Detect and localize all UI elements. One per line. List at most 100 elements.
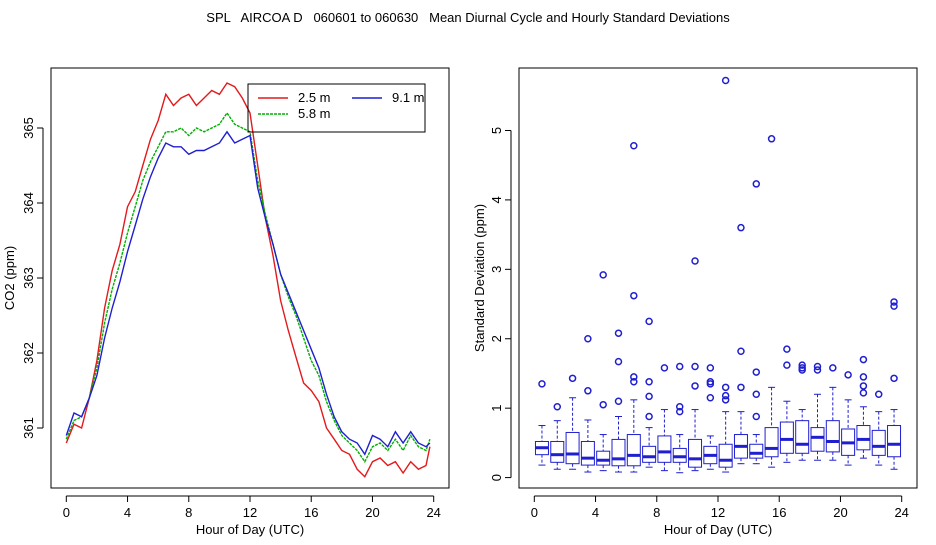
box-iqr [749, 443, 764, 459]
box-outlier [584, 334, 592, 343]
right-boxplots [534, 76, 902, 474]
boxplot [672, 362, 687, 474]
boxplot [626, 142, 641, 473]
box-outlier [721, 396, 730, 404]
right-plot-frame [518, 67, 918, 489]
box-outlier [721, 383, 730, 392]
box-outlier [706, 394, 715, 402]
box-iqr [642, 445, 657, 463]
box-iqr [887, 425, 902, 458]
box-outlier [721, 76, 730, 85]
left-x-tick-label: 8 [185, 505, 192, 520]
left-x-tick-label: 24 [426, 505, 440, 520]
box-outlier [614, 397, 623, 405]
box-outlier [783, 345, 791, 353]
boxplot [779, 345, 794, 463]
box-iqr [596, 450, 611, 466]
left-y-axis-label: CO2 (ppm) [2, 246, 17, 310]
left-y-tick-label: 363 [21, 267, 36, 289]
box-outlier [691, 362, 699, 371]
boxplot [749, 180, 764, 465]
box-iqr [810, 427, 825, 452]
box-outlier [752, 180, 761, 188]
series-line-25m [65, 82, 431, 478]
boxplot [703, 364, 718, 470]
box-iqr [718, 443, 733, 468]
left-y-tick-label: 361 [21, 417, 36, 439]
box-iqr [764, 427, 779, 458]
box-outlier [798, 361, 806, 369]
boxplot [887, 298, 902, 470]
box-outlier [660, 364, 669, 372]
box-outlier [752, 412, 761, 421]
left-x-tick-label: 20 [365, 505, 379, 520]
box-iqr [795, 420, 810, 454]
boxplot [550, 403, 565, 470]
box-outlier [691, 257, 699, 265]
left-y-tick-label: 365 [21, 117, 36, 139]
left-y-tick-label: 362 [21, 342, 36, 364]
box-outlier [614, 329, 623, 337]
box-outlier [675, 403, 684, 411]
box-outlier [645, 392, 653, 401]
boxplot [825, 364, 840, 461]
legend-label: 5.8 m [298, 106, 331, 121]
box-outlier [645, 412, 653, 421]
box-iqr [611, 438, 626, 467]
box-outlier [752, 368, 761, 376]
right-x-tick-label: 4 [592, 505, 599, 520]
box-outlier [630, 378, 638, 386]
figure-title: SPL AIRCOA D 060601 to 060630 Mean Diurn… [206, 10, 730, 25]
box-outlier [645, 378, 653, 386]
boxplot [565, 374, 580, 470]
box-outlier [813, 366, 822, 374]
left-x-tick-label: 4 [124, 505, 131, 520]
box-iqr [565, 431, 580, 465]
boxplot [596, 271, 611, 472]
box-outlier [737, 383, 745, 392]
box-outlier [798, 364, 806, 372]
box-outlier [890, 302, 898, 310]
box-outlier [844, 371, 852, 379]
box-outlier [859, 355, 868, 364]
box-outlier [752, 390, 761, 399]
series-line-58m [65, 111, 431, 464]
boxplot [688, 257, 703, 472]
right-x-axis: 0 4 8 12 16 20 24 [531, 495, 909, 520]
left-y-tick-label: 364 [21, 192, 36, 214]
box-outlier [568, 374, 577, 383]
box-outlier [675, 362, 684, 371]
left-x-tick-label: 12 [243, 505, 257, 520]
box-iqr [626, 434, 641, 467]
legend-label: 9.1 m [392, 90, 425, 105]
box-iqr [871, 429, 886, 456]
right-x-tick-label: 24 [894, 505, 908, 520]
left-x-axis-label: Hour of Day (UTC) [196, 522, 304, 537]
box-iqr [779, 421, 794, 454]
right-y-axis-label: Standard Deviation (ppm) [472, 204, 487, 352]
boxplot [534, 380, 549, 466]
left-x-tick-label: 16 [304, 505, 318, 520]
box-outlier [874, 390, 883, 399]
box-iqr [825, 420, 840, 453]
box-outlier [630, 373, 638, 381]
box-outlier [859, 382, 868, 390]
boxplot [733, 223, 748, 465]
boxplot [871, 390, 886, 466]
boxplot [642, 317, 657, 468]
boxplot [795, 361, 810, 461]
right-y-tick-label: 3 [489, 266, 504, 273]
boxplot [611, 329, 626, 473]
right-y-tick-label: 4 [489, 196, 504, 203]
right-x-tick-label: 12 [711, 505, 725, 520]
box-outlier [706, 378, 715, 386]
boxplot [841, 371, 856, 466]
right-x-tick-label: 0 [531, 505, 538, 520]
box-outlier [737, 347, 745, 355]
right-y-tick-label: 2 [489, 335, 504, 342]
mean-diurnal-cycle-panel: 0 4 8 12 16 20 24 361 362 363 364 365 Hour of Day … [2, 67, 450, 537]
box-outlier [783, 361, 791, 369]
right-y-axis: 0 1 2 3 4 5 [489, 127, 512, 481]
